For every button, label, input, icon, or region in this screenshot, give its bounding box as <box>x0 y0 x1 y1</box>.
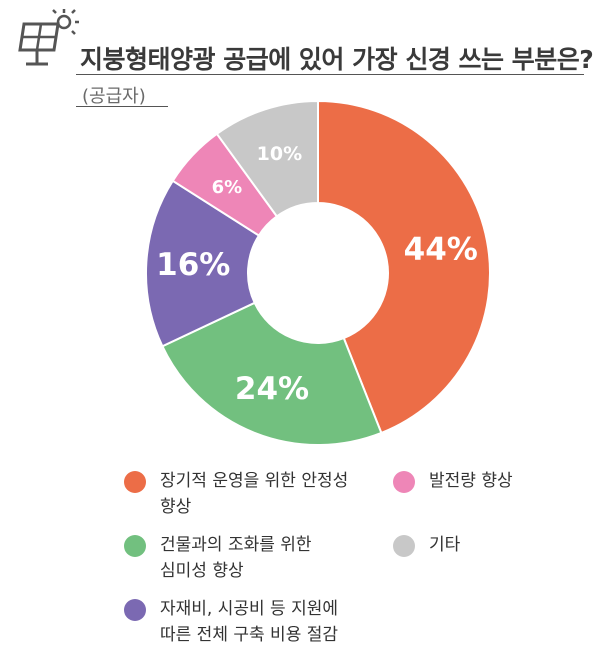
slice-label-2: 24% <box>235 371 309 407</box>
slice-label-1: 44% <box>404 232 478 268</box>
legend-swatch <box>393 535 415 557</box>
slice-label-3: 16% <box>156 247 230 283</box>
donut-slice-2 <box>161 301 383 446</box>
legend-label: 발전량 향상 <box>429 471 513 491</box>
legend-item-3: 건물과의 조화를 위한 심미성 향상 <box>124 532 384 588</box>
legend-swatch <box>124 599 146 621</box>
donut-slice-3 <box>145 179 261 348</box>
legend-label: 장기적 운영을 위한 안정성 향상 <box>160 471 349 517</box>
legend-item-4: 기타 <box>393 532 583 588</box>
chart-title: 지붕형태양광 공급에 있어 가장 신경 쓰는 부분은? <box>80 45 594 74</box>
donut-slice-1 <box>317 99 492 435</box>
legend-item-2: 발전량 향상 <box>393 468 583 524</box>
solar-panel-icon <box>18 9 79 66</box>
legend-swatch <box>124 535 146 557</box>
chart-header: 지붕형태양광 공급에 있어 가장 신경 쓰는 부분은? (공급자) <box>0 0 600 110</box>
legend-label: 건물과의 조화를 위한 심미성 향상 <box>160 535 312 581</box>
slice-label-5: 10% <box>257 143 302 165</box>
legend-item-5: 자재비, 시공비 등 지원에 따른 전체 구축 비용 절감 <box>124 596 424 652</box>
legend-swatch <box>393 471 415 493</box>
legend-swatch <box>124 471 146 493</box>
subtitle-underline <box>76 106 168 107</box>
chart-subtitle: (공급자) <box>82 86 146 107</box>
donut-slice-5 <box>215 99 319 218</box>
title-underline <box>76 74 584 75</box>
donut-chart: 44% 24% 16% 6% 10% <box>145 99 492 446</box>
legend-label: 기타 <box>429 535 461 555</box>
legend-item-1: 장기적 운영을 위한 안정성 향상 <box>124 468 384 524</box>
slice-label-4: 6% <box>212 177 243 198</box>
legend-label: 자재비, 시공비 등 지원에 따른 전체 구축 비용 절감 <box>160 599 339 645</box>
